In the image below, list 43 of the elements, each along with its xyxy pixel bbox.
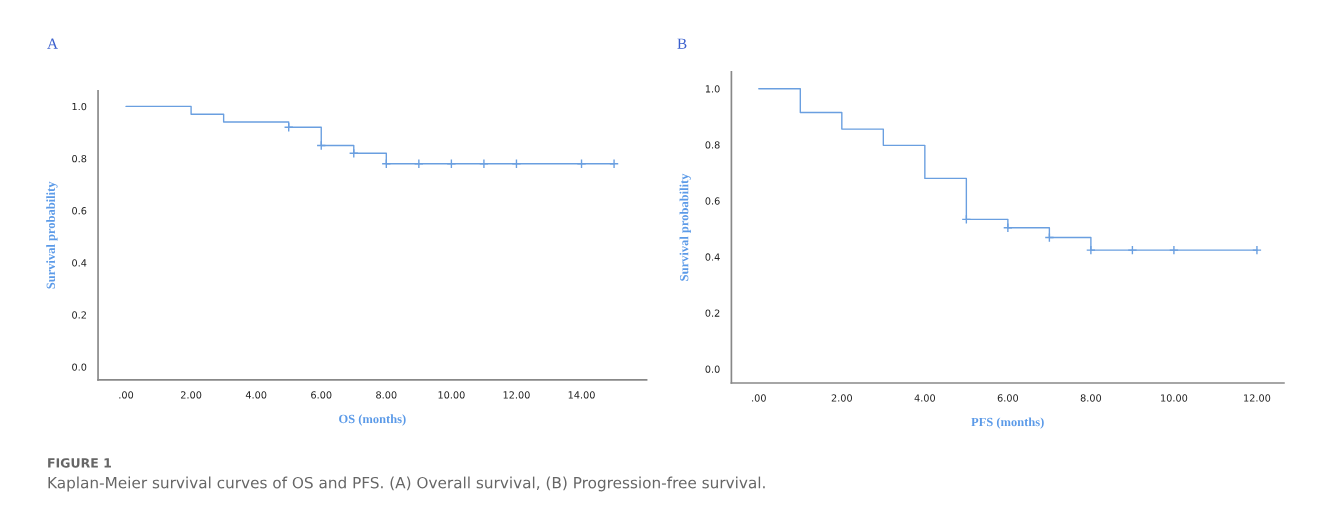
caption: FIGURE 1	[48, 458, 111, 468]
x-tick-label: 6.00	[311, 391, 332, 399]
x-tick-label: 2.00	[831, 394, 852, 402]
y-tick-label: 0.6	[72, 207, 87, 215]
point	[1003, 222, 1013, 233]
x-axis-title: PFS (months)	[971, 417, 1044, 429]
y-tick-label: 0.4	[72, 259, 87, 267]
point	[1169, 245, 1179, 256]
y-tick-label: 0.2	[705, 309, 720, 317]
y-axis-title: Survival probability	[679, 173, 691, 281]
x-tick-label: .00	[752, 394, 766, 402]
x-tick-label: 12.00	[1244, 394, 1271, 402]
x-tick-label: 4.00	[245, 391, 267, 399]
y-tick-label: 0.8	[705, 141, 720, 149]
chart-title: B	[677, 38, 687, 49]
y-axis-title: Survival probability	[46, 181, 58, 289]
y-tick-label: 0.4	[705, 253, 720, 261]
chart-title: A	[47, 38, 58, 49]
point	[1127, 245, 1138, 256]
x-tick-label: 4.00	[914, 394, 936, 402]
y-tick-label: 1.0	[72, 102, 87, 111]
y-tick-label: 0.2	[72, 311, 86, 319]
y-tick-label: 0.6	[705, 197, 720, 205]
x-tick-label: 8.00	[1080, 394, 1102, 402]
x-tick-label: 6.00	[997, 394, 1019, 402]
x-tick-label: 14.00	[568, 391, 595, 399]
point	[413, 158, 424, 169]
x-tick-label: 12.00	[503, 391, 530, 399]
x-tick-label: .00	[119, 391, 134, 399]
point	[609, 158, 619, 169]
x-tick-label: 10.00	[438, 391, 465, 399]
x-axis-title: OS (months)	[339, 414, 406, 426]
y-tick-label: 0.0	[705, 365, 720, 373]
y-tick-label: 0.8	[72, 154, 87, 163]
y-tick-label: 1.0	[705, 85, 720, 93]
x-tick-label: 10.00	[1161, 394, 1188, 402]
point	[1086, 245, 1096, 256]
point	[479, 158, 489, 169]
x-tick-label: 2.00	[180, 391, 202, 399]
text: Kaplan-Meier survival curves of OS and PFS. (A) Overall survival, (B) Progression-free survival.	[48, 476, 765, 492]
y-tick-label: 0.0	[72, 363, 87, 371]
point	[1252, 245, 1262, 256]
x-tick-label: 8.00	[376, 391, 397, 399]
